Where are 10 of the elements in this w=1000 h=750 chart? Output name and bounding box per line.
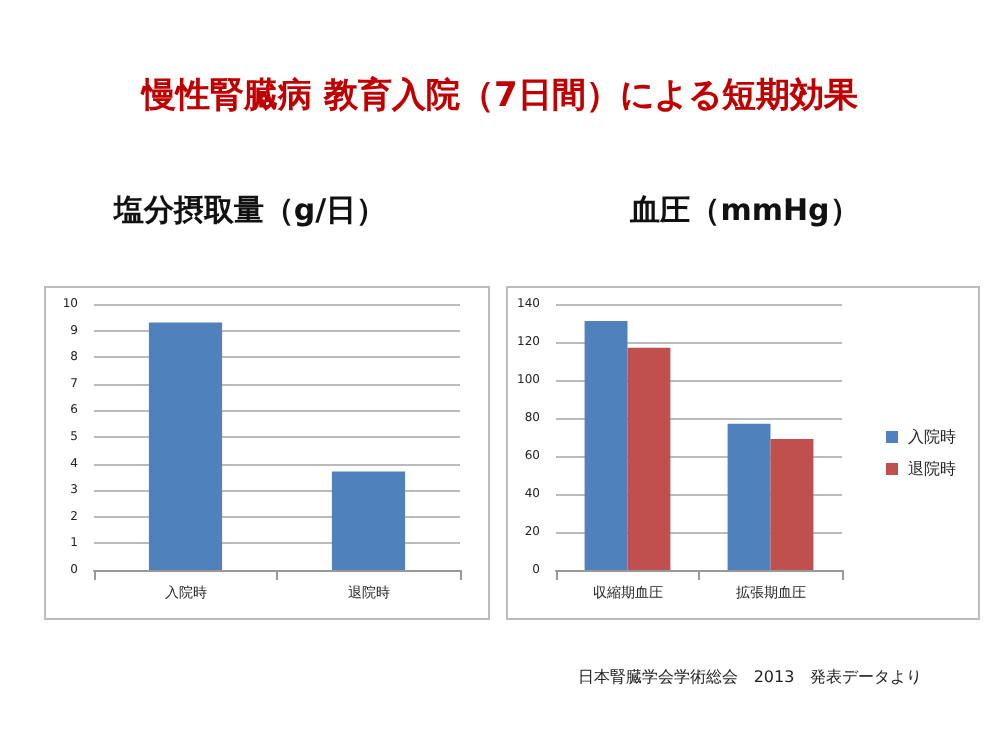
chart-subtitle: 塩分摂取量（g/日） xyxy=(111,192,389,230)
legend-label: 退院時 xyxy=(908,460,956,478)
bar xyxy=(584,321,628,570)
bar xyxy=(727,423,771,570)
legend-label: 入院時 xyxy=(908,428,956,446)
bar xyxy=(770,438,814,570)
bar xyxy=(627,347,671,570)
text: 日本腎臓学会学術総会 2013 発表データより xyxy=(575,666,925,688)
chart-subtitle: 血圧（mmHg） xyxy=(628,192,862,230)
chart-title: 慢性腎臓病 教育入院（7日間）による短期効果 xyxy=(138,74,860,118)
